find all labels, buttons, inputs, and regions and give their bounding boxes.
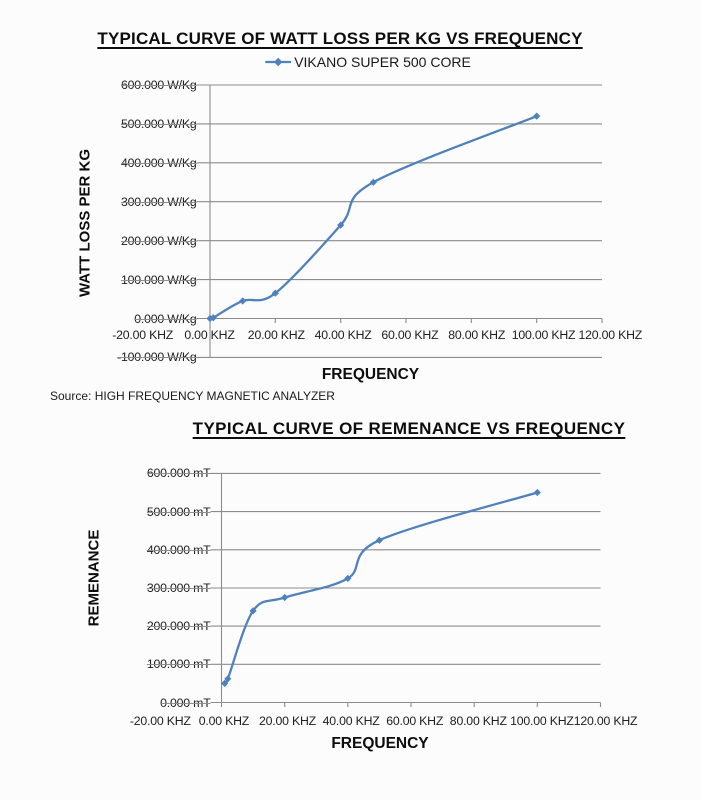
data-point-marker xyxy=(533,488,541,497)
data-point-marker xyxy=(337,221,345,229)
chart1-legend-label: VIKANO SUPER 500 CORE xyxy=(294,54,471,70)
chart1-y-tick-label: 500.000 W/Kg xyxy=(120,116,197,131)
chart1-y-tick-label: 200.000 W/Kg xyxy=(120,233,197,248)
chart1-y-tick-label: 100.000 W/Kg xyxy=(120,272,197,287)
chart1-x-tick-label: 60.00 KHZ xyxy=(381,328,439,342)
chart2-x-tick-label: 20.00 KHZ xyxy=(259,714,316,728)
chart1-y-tick-label: 400.000 W/Kg xyxy=(120,155,197,170)
data-point-marker xyxy=(239,297,247,305)
chart2-x-tick-label: 60.00 KHZ xyxy=(386,714,444,728)
chart1-legend: VIKANO SUPER 500 CORE xyxy=(265,54,471,70)
chart2-y-tick-label: 0.000 mT xyxy=(160,695,211,710)
chart2-x-axis-title: FREQUENCY xyxy=(331,734,429,752)
chart2-y-tick-label: 400.000 mT xyxy=(146,542,211,557)
data-point-marker xyxy=(533,112,541,120)
chart1-y-tick-label: -100.000 W/Kg xyxy=(117,350,197,365)
chart2-x-tick-label: 0.00 KHZ xyxy=(198,714,250,728)
chart2-x-tick-label: 80.00 KHZ xyxy=(449,714,507,728)
data-point-marker xyxy=(344,574,352,583)
legend-line-marker-icon xyxy=(265,57,292,67)
chart2-y-tick-label: 600.000 mT xyxy=(146,466,211,481)
chart2-title: TYPICAL CURVE OF REMENANCE VS FREQUENCY xyxy=(192,419,626,438)
chart1-x-tick-label: 40.00 KHZ xyxy=(314,328,372,342)
source-note: Source: HIGH FREQUENCY MAGNETIC ANALYZER xyxy=(50,389,335,403)
data-point-marker xyxy=(206,314,214,323)
chart1-title: TYPICAL CURVE OF WATT LOSS PER KG VS FRE… xyxy=(97,29,583,48)
data-point-marker xyxy=(271,289,279,297)
series-line xyxy=(223,491,539,687)
chart1-x-tick-label: 100.00 KHZ xyxy=(511,328,576,342)
chart1-y-tick-label: 600.000 W/Kg xyxy=(120,77,197,92)
chart1-y-tick-label: 0.000 W/Kg xyxy=(134,311,197,326)
chart2-y-tick-label: 300.000 mT xyxy=(146,580,211,595)
chart1-y-tick-label: 300.000 W/Kg xyxy=(120,194,197,209)
chart1-x-tick-label: -20.00 KHZ xyxy=(112,328,174,342)
data-point-marker xyxy=(369,178,377,186)
data-point-marker xyxy=(221,679,229,688)
chart1-x-tick-label: 20.00 KHZ xyxy=(247,328,305,342)
chart1-x-tick-label: 120.00 KHZ xyxy=(578,328,643,342)
chart2-x-tick-label: -20.00 KHZ xyxy=(129,714,191,728)
chart2-x-tick-label: 100.00 KHZ xyxy=(510,714,574,728)
data-point-marker xyxy=(375,536,384,544)
data-point-marker xyxy=(209,314,217,322)
chart1-x-tick-label: 0.00 KHZ xyxy=(184,328,235,342)
chart1-x-axis-title: FREQUENCY xyxy=(321,365,420,383)
chart2-x-tick-label: 120.00 KHZ xyxy=(573,714,638,728)
data-point-marker xyxy=(281,593,289,602)
data-point-marker xyxy=(224,675,232,683)
chart2-x-tick-label: 40.00 KHZ xyxy=(322,714,380,728)
chart2-y-tick-label: 100.000 mT xyxy=(146,657,211,672)
chart1-x-tick-label: 80.00 KHZ xyxy=(448,328,506,342)
data-point-marker xyxy=(249,607,257,615)
chart2-y-tick-label: 500.000 mT xyxy=(146,504,211,519)
series-line xyxy=(208,114,538,321)
chart2-y-tick-label: 200.000 mT xyxy=(146,619,211,634)
